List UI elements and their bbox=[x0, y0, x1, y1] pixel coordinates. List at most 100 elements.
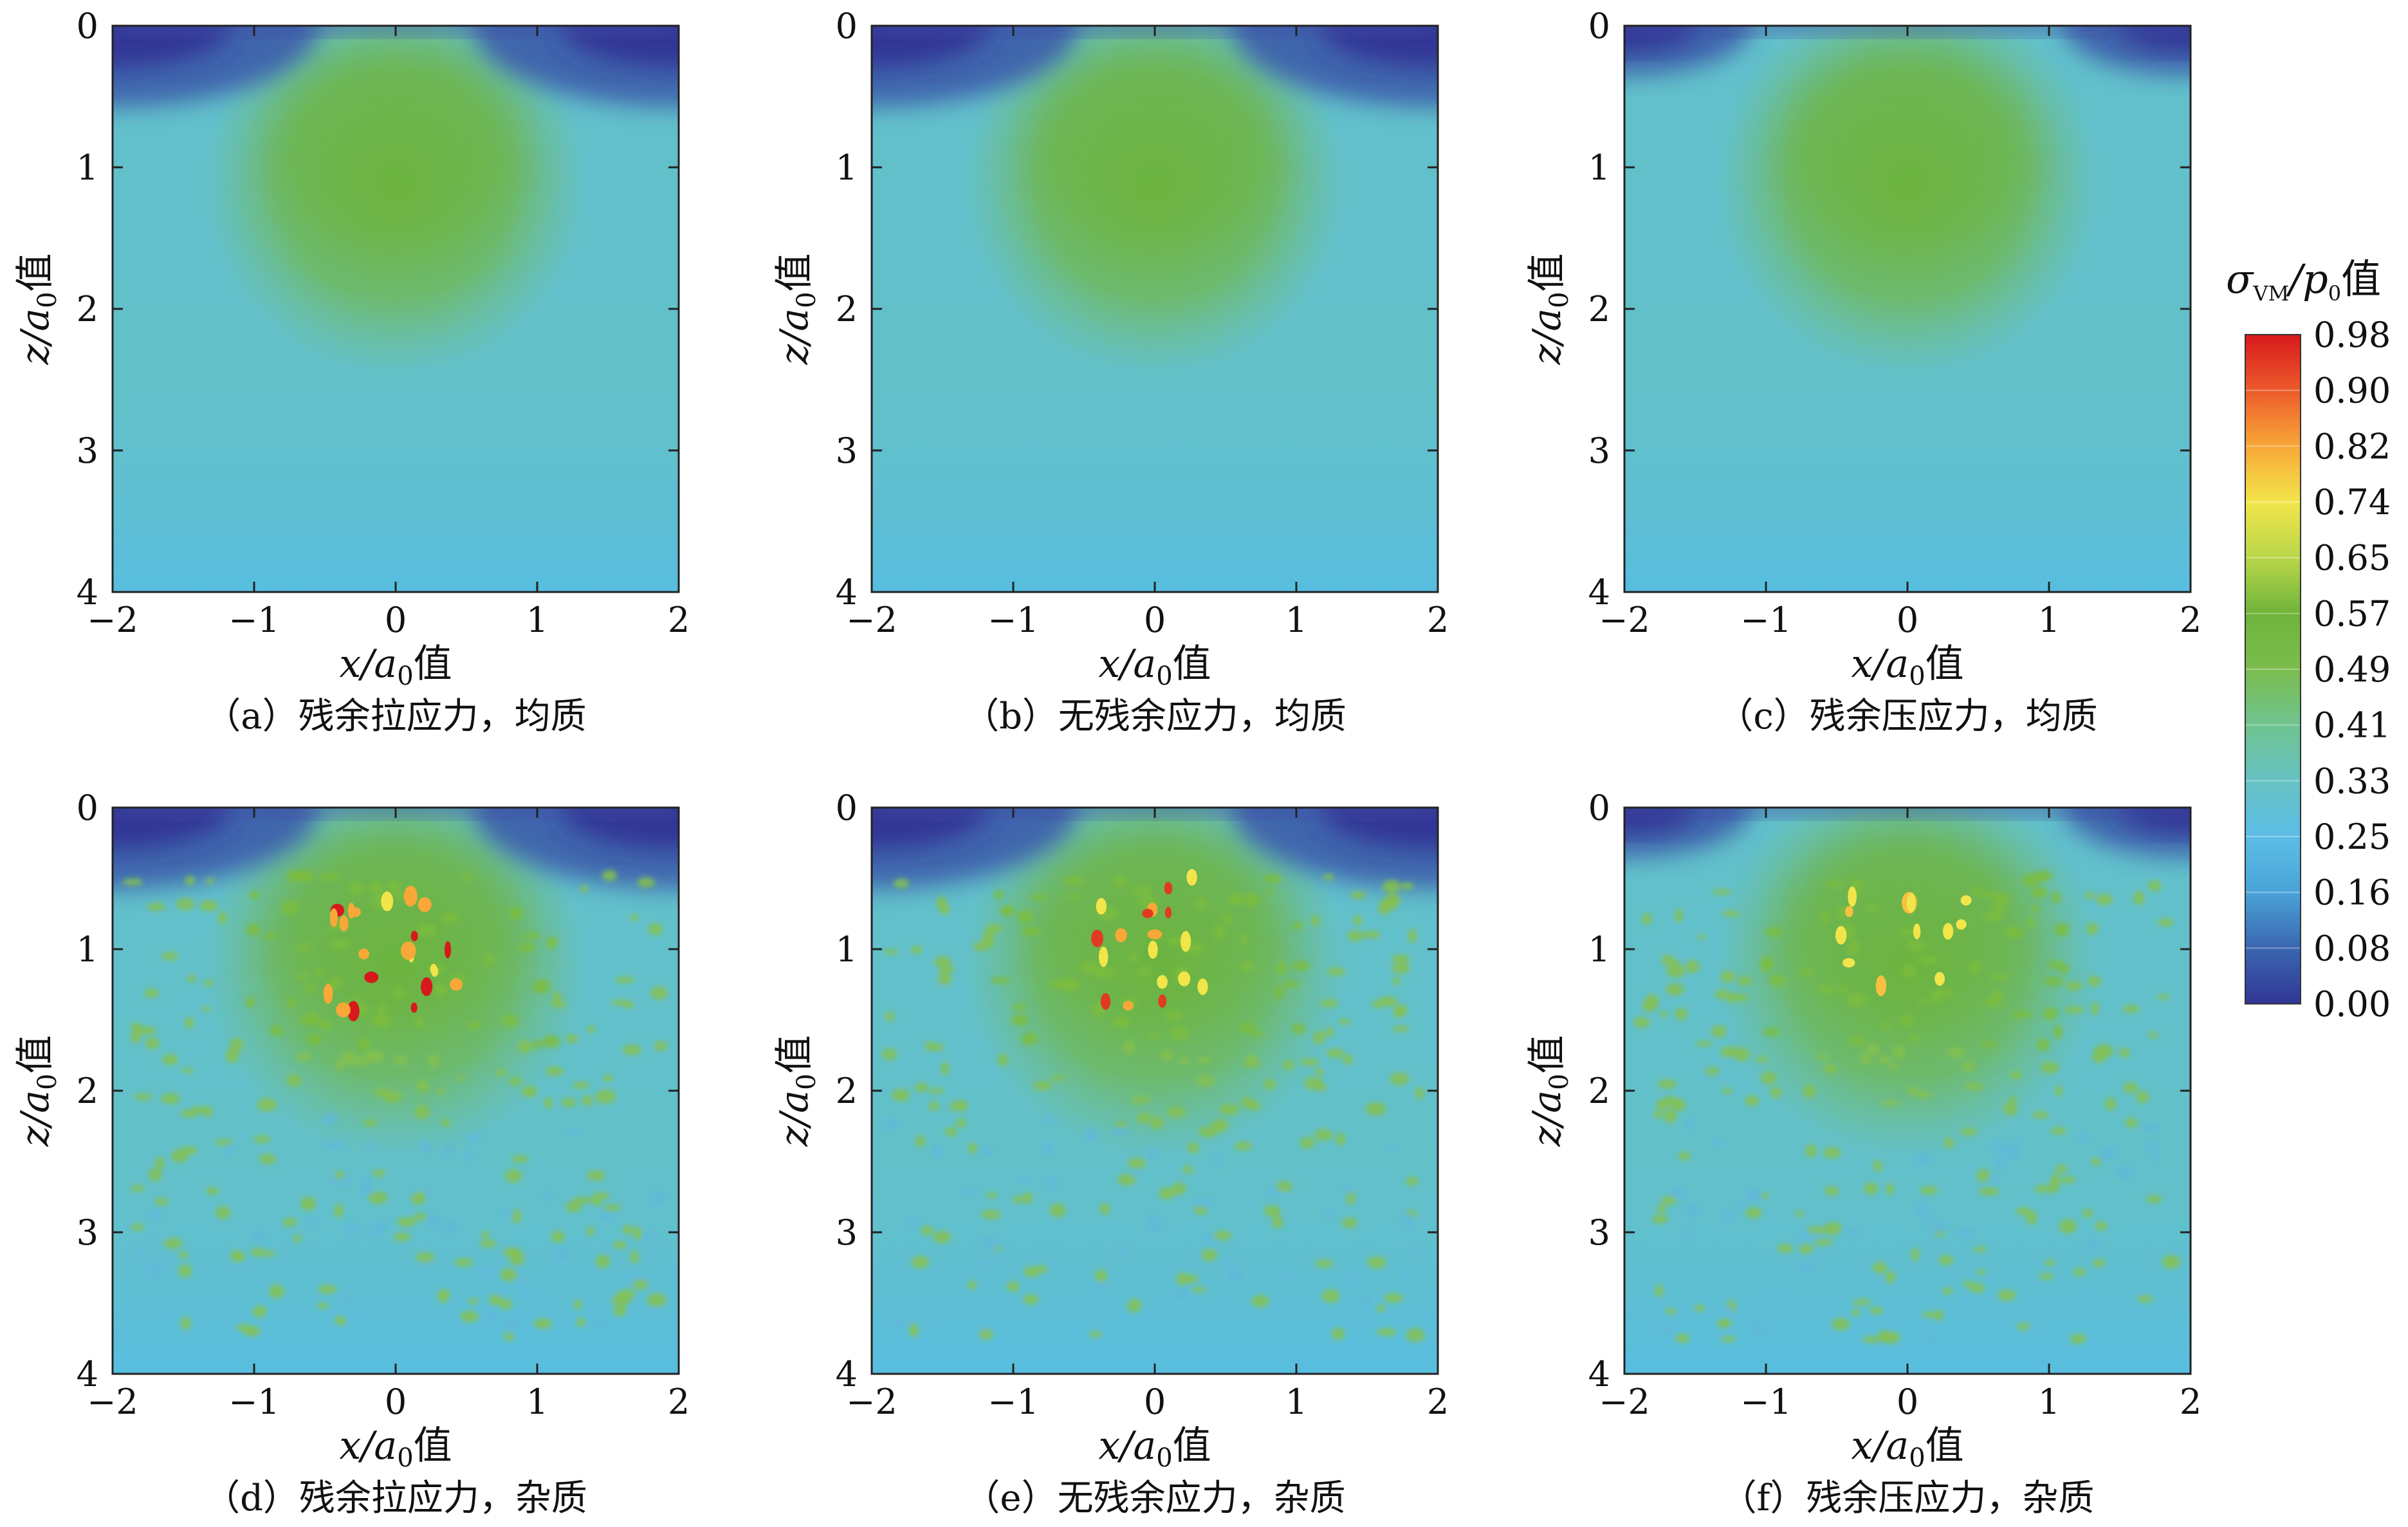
colorbar-tick-label: 0.82 bbox=[2313, 426, 2391, 467]
y-tick-label: 0 bbox=[836, 788, 858, 828]
x-axis-label: x/a0值 bbox=[339, 642, 452, 691]
colorbar-frame bbox=[2245, 334, 2301, 1004]
y-tick-label: 4 bbox=[1588, 572, 1610, 613]
panel-caption: （f）残余压应力，杂质 bbox=[1721, 1477, 2095, 1519]
panel-c: −2 −1 0 1 2 0 1 2 3 4 x/a0值 z/a0值 （c）残余压应力，均质 bbox=[1525, 6, 2201, 737]
y-axis-label: z/a0值 bbox=[1525, 1035, 1574, 1147]
colorbar-tick-label: 0.33 bbox=[2313, 761, 2391, 801]
x-tick-label: −1 bbox=[228, 1382, 280, 1422]
y-tick-label: 3 bbox=[77, 1212, 98, 1253]
x-tick-label: −1 bbox=[988, 600, 1039, 640]
colorbar-tick-label: 0.74 bbox=[2313, 482, 2391, 523]
y-axis-label: z/a0值 bbox=[772, 253, 822, 365]
y-axis-label: z/a0值 bbox=[13, 1035, 62, 1147]
panel-e: −2 −1 0 1 2 0 1 2 3 4 x/a0值 z/a0值 （e）无残余应力，杂质 bbox=[772, 788, 1449, 1519]
y-axis-label: z/a0值 bbox=[13, 253, 62, 365]
y-tick-label: 1 bbox=[1588, 147, 1610, 188]
x-tick-label: 1 bbox=[1285, 1382, 1307, 1422]
heatmap-e bbox=[872, 808, 1438, 1374]
panel-caption: （a）残余拉应力，均质 bbox=[205, 696, 586, 737]
heatmap-b bbox=[872, 26, 1438, 592]
colorbar-tick-label: 0.49 bbox=[2313, 649, 2391, 690]
x-tick-label: 2 bbox=[2180, 1382, 2201, 1422]
colorbar-tick-label: 0.90 bbox=[2313, 371, 2391, 411]
colorbar-gradient bbox=[2245, 335, 2301, 1004]
x-tick-label: 2 bbox=[1427, 1382, 1449, 1422]
panel-f: −2 −1 0 1 2 0 1 2 3 4 x/a0值 z/a0值 （f）残余压应力，杂质 bbox=[1525, 788, 2201, 1519]
y-tick-label: 2 bbox=[836, 1071, 858, 1111]
x-tick-label: 1 bbox=[2038, 1382, 2060, 1422]
y-tick-label: 3 bbox=[1588, 430, 1610, 471]
panel-b: −2 −1 0 1 2 0 1 2 3 4 x/a0值 z/a0值 （b）无残余应力，均质 bbox=[772, 6, 1449, 737]
y-tick-label: 1 bbox=[836, 929, 858, 970]
heatmap-c bbox=[1624, 26, 2191, 592]
y-tick-label: 0 bbox=[836, 6, 858, 46]
x-tick-label: 1 bbox=[526, 600, 548, 640]
y-tick-label: 0 bbox=[77, 6, 98, 46]
y-tick-label: 2 bbox=[1588, 1071, 1610, 1111]
y-tick-label: 2 bbox=[1588, 289, 1610, 329]
y-tick-label: 1 bbox=[77, 929, 98, 970]
x-tick-label: 0 bbox=[1897, 600, 1918, 640]
colorbar-title: σVM/p0值 bbox=[2226, 255, 2381, 306]
colorbar-tick-label: 0.08 bbox=[2313, 928, 2391, 968]
x-tick-label: 2 bbox=[1427, 600, 1449, 640]
heatmap-a bbox=[113, 26, 679, 592]
y-tick-label: 2 bbox=[836, 289, 858, 329]
x-tick-label: 0 bbox=[385, 1382, 407, 1422]
panels-layer: −2 −1 0 1 2 0 1 2 3 4 x/a0值 z/a0值 （a）残余拉应力，均质 −2 −1 0 1 2… bbox=[13, 6, 2201, 1519]
y-tick-label: 3 bbox=[836, 430, 858, 471]
x-tick-label: −1 bbox=[1740, 1382, 1792, 1422]
x-tick-label: −1 bbox=[228, 600, 280, 640]
y-tick-label: 3 bbox=[1588, 1212, 1610, 1253]
x-axis-label: x/a0值 bbox=[1098, 642, 1211, 691]
x-tick-label: −2 bbox=[846, 600, 897, 640]
y-tick-label: 0 bbox=[77, 788, 98, 828]
y-axis-label: z/a0值 bbox=[772, 1035, 822, 1147]
y-tick-label: 4 bbox=[1588, 1354, 1610, 1394]
y-tick-label: 0 bbox=[1588, 788, 1610, 828]
colorbar-tick-label: 0.41 bbox=[2313, 705, 2391, 746]
colorbar-tick-label: 0.65 bbox=[2313, 538, 2391, 578]
y-tick-label: 3 bbox=[77, 430, 98, 471]
y-tick-label: 1 bbox=[1588, 929, 1610, 970]
x-tick-label: −2 bbox=[1599, 600, 1650, 640]
panel-caption: （c）残余压应力，均质 bbox=[1717, 696, 2097, 737]
colorbar-tick-label: 0.98 bbox=[2313, 315, 2391, 355]
y-tick-label: 4 bbox=[77, 1354, 98, 1394]
y-tick-label: 4 bbox=[77, 572, 98, 613]
x-axis-label: x/a0值 bbox=[1851, 642, 1963, 691]
colorbar-tick-label: 0.00 bbox=[2313, 984, 2391, 1024]
y-axis-label: z/a0值 bbox=[1525, 253, 1574, 365]
x-axis-label: x/a0值 bbox=[1851, 1423, 1963, 1473]
colorbar-tick-label: 0.25 bbox=[2313, 817, 2391, 857]
x-tick-label: −2 bbox=[87, 600, 138, 640]
colorbar-tick-label: 0.16 bbox=[2313, 873, 2391, 913]
x-tick-label: −1 bbox=[1740, 600, 1792, 640]
panel-caption: （e）无残余应力，杂质 bbox=[964, 1477, 1345, 1519]
x-tick-label: 1 bbox=[526, 1382, 548, 1422]
heatmap-d bbox=[113, 808, 679, 1374]
heatmap-f bbox=[1624, 808, 2191, 1374]
colorbar: 0.98 0.90 0.82 0.74 0.65 0.57 0.49 0.41 0.33 0.25… bbox=[2226, 255, 2391, 1024]
x-tick-label: 2 bbox=[2180, 600, 2201, 640]
panel-caption: （d）残余拉应力，杂质 bbox=[204, 1477, 587, 1519]
x-tick-label: 2 bbox=[668, 600, 690, 640]
x-tick-label: 2 bbox=[668, 1382, 690, 1422]
x-tick-label: −1 bbox=[988, 1382, 1039, 1422]
x-tick-label: −2 bbox=[846, 1382, 897, 1422]
x-tick-label: 0 bbox=[1144, 600, 1166, 640]
x-tick-label: 1 bbox=[1285, 600, 1307, 640]
y-tick-label: 2 bbox=[77, 289, 98, 329]
panel-caption: （b）无残余应力，均质 bbox=[963, 696, 1346, 737]
x-tick-label: 0 bbox=[1144, 1382, 1166, 1422]
y-tick-label: 4 bbox=[836, 1354, 858, 1394]
y-tick-label: 4 bbox=[836, 572, 858, 613]
colorbar-tick-label: 0.57 bbox=[2313, 593, 2391, 634]
x-tick-label: −2 bbox=[1599, 1382, 1650, 1422]
x-tick-label: 0 bbox=[385, 600, 407, 640]
x-axis-label: x/a0值 bbox=[1098, 1423, 1211, 1473]
x-tick-label: 0 bbox=[1897, 1382, 1918, 1422]
x-tick-label: −2 bbox=[87, 1382, 138, 1422]
y-tick-label: 1 bbox=[836, 147, 858, 188]
